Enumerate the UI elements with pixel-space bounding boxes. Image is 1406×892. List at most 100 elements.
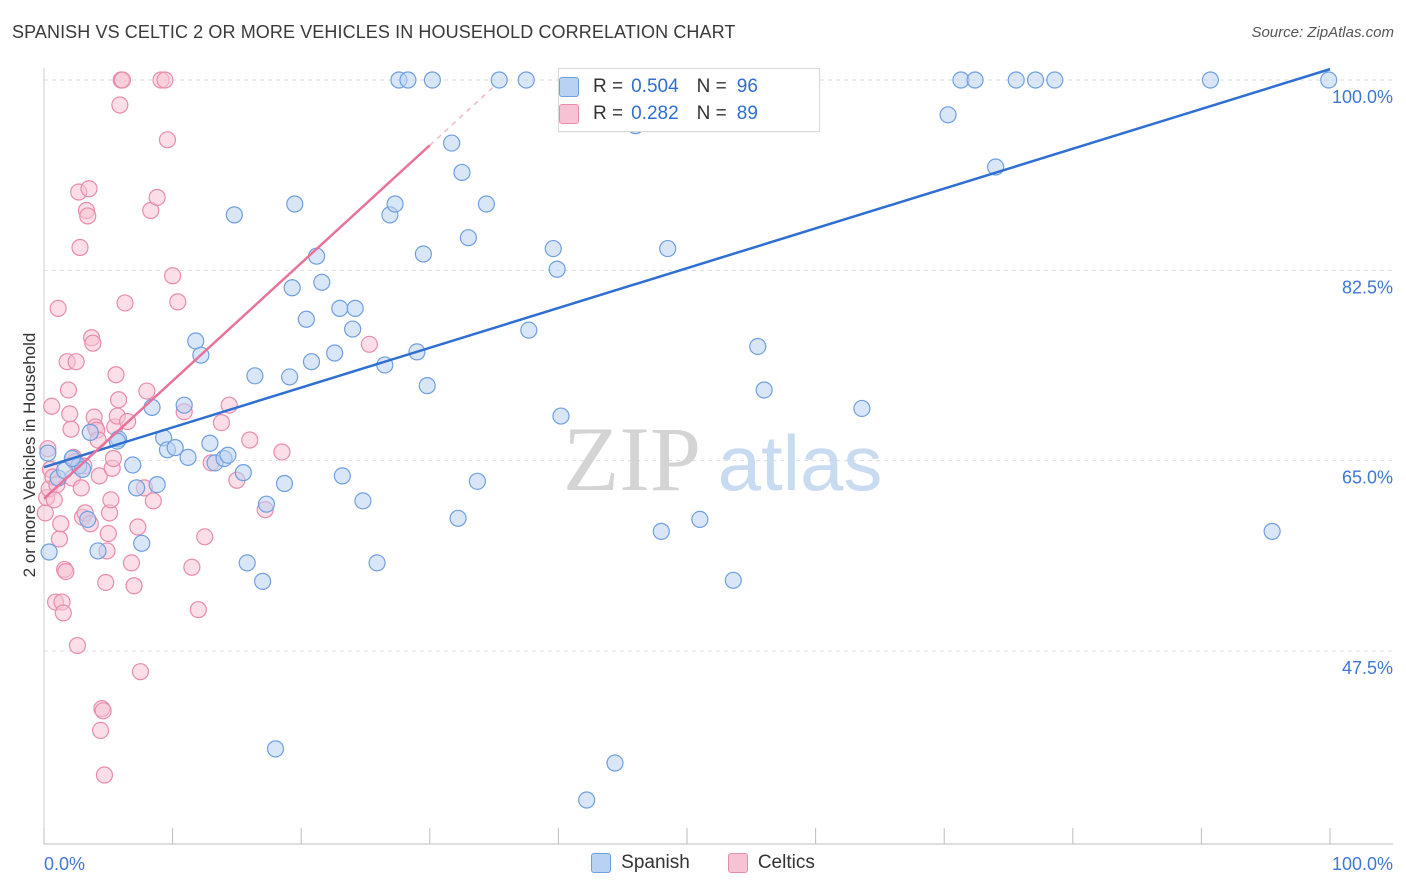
spanish-point-92 bbox=[1320, 71, 1338, 89]
spanish-point-68 bbox=[578, 791, 596, 809]
celtic-trend-line bbox=[43, 144, 431, 500]
legend-label-spanish: Spanish bbox=[621, 852, 690, 873]
x-tick-label-100: 100.0% bbox=[1332, 854, 1393, 874]
celtic-point-34 bbox=[80, 180, 98, 198]
celtic-point-58 bbox=[111, 96, 129, 114]
legend-swatch-celtic bbox=[727, 853, 748, 873]
celtic-point-80 bbox=[196, 528, 214, 546]
spanish-point-24 bbox=[219, 446, 237, 464]
celtic-point-53 bbox=[104, 449, 123, 468]
celtic-swatch bbox=[559, 104, 579, 124]
spanish-point-90 bbox=[1201, 71, 1220, 89]
spanish-point-53 bbox=[414, 245, 432, 263]
watermark-zip: ZIP bbox=[563, 408, 701, 510]
spanish-n-label: N = bbox=[696, 76, 727, 97]
celtic-point-19 bbox=[61, 405, 79, 423]
spanish-point-13 bbox=[148, 475, 166, 494]
trend-lines bbox=[43, 67, 1331, 500]
spanish-point-73 bbox=[691, 510, 709, 528]
spanish-point-0 bbox=[40, 543, 58, 561]
spanish-point-67 bbox=[552, 407, 570, 425]
stats-box: R = 0.504 N = 96 R = 0.282 N = 89 bbox=[558, 68, 820, 132]
y-tick-label-3: 47.5% bbox=[1342, 658, 1393, 678]
celtic-point-49 bbox=[99, 524, 117, 543]
celtic-r-label: R = bbox=[593, 103, 624, 124]
celtic-point-63 bbox=[122, 554, 141, 572]
spanish-point-39 bbox=[313, 273, 331, 291]
celtic-point-46 bbox=[95, 766, 114, 784]
celtic-point-88 bbox=[360, 335, 378, 353]
celtic-point-68 bbox=[138, 382, 156, 400]
spanish-point-4 bbox=[79, 510, 97, 528]
celtic-point-37 bbox=[84, 334, 102, 352]
legend: Spanish Celtics bbox=[0, 852, 1406, 874]
spanish-point-28 bbox=[246, 367, 264, 385]
spanish-point-64 bbox=[520, 321, 538, 339]
celtic-point-64 bbox=[125, 577, 143, 595]
spanish-point-88 bbox=[1026, 71, 1045, 89]
celtic-trend-extension bbox=[429, 85, 495, 146]
spanish-point-6 bbox=[81, 423, 99, 441]
legend-item-spanish[interactable]: Spanish bbox=[591, 852, 690, 874]
celtic-n-value: 89 bbox=[736, 103, 758, 124]
celtic-point-27 bbox=[71, 238, 89, 257]
celtic-point-10 bbox=[49, 299, 67, 317]
celtic-point-76 bbox=[169, 293, 187, 311]
spanish-point-40 bbox=[326, 344, 344, 362]
celtic-point-71 bbox=[148, 188, 166, 207]
spanish-point-42 bbox=[333, 467, 351, 485]
celtic-point-45 bbox=[94, 702, 112, 720]
celtic-point-51 bbox=[102, 491, 120, 509]
stat-row-spanish: R = 0.504 N = 96 bbox=[559, 74, 758, 100]
spanish-point-30 bbox=[257, 495, 276, 513]
spanish-point-31 bbox=[266, 740, 285, 758]
spanish-r-value: 0.504 bbox=[631, 76, 679, 97]
legend-label-celtic: Celtics bbox=[757, 852, 815, 873]
stat-row-celtic: R = 0.282 N = 89 bbox=[559, 101, 758, 127]
spanish-point-66 bbox=[548, 260, 566, 278]
celtic-point-73 bbox=[156, 71, 174, 89]
spanish-point-93 bbox=[39, 444, 57, 462]
spanish-point-12 bbox=[143, 398, 161, 416]
legend-item-celtic[interactable]: Celtics bbox=[727, 852, 815, 874]
spanish-point-82 bbox=[853, 399, 871, 418]
spanish-point-55 bbox=[423, 71, 441, 89]
y-tick-label-2: 65.0% bbox=[1342, 468, 1393, 488]
spanish-point-9 bbox=[124, 456, 142, 474]
spanish-point-85 bbox=[966, 71, 984, 89]
spanish-point-37 bbox=[302, 353, 321, 371]
spanish-point-79 bbox=[755, 381, 773, 399]
spanish-point-49 bbox=[386, 195, 404, 213]
watermark: ZIP atlas bbox=[563, 408, 882, 510]
celtic-point-66 bbox=[131, 663, 150, 681]
source-label: Source: ZipAtlas.com bbox=[1251, 24, 1394, 41]
spanish-point-69 bbox=[606, 754, 624, 772]
celtic-r-value: 0.282 bbox=[631, 103, 679, 124]
celtic-point-25 bbox=[68, 636, 87, 655]
spanish-point-57 bbox=[449, 509, 467, 527]
celtic-point-18 bbox=[59, 381, 78, 399]
spanish-point-34 bbox=[283, 279, 301, 297]
spanish-n-value: 96 bbox=[736, 76, 758, 97]
spanish-point-29 bbox=[254, 572, 272, 590]
spanish-points bbox=[39, 71, 1338, 809]
celtic-point-5 bbox=[43, 397, 61, 415]
spanish-point-78 bbox=[749, 337, 767, 356]
celtic-point-82 bbox=[212, 414, 231, 432]
spanish-point-71 bbox=[652, 522, 670, 540]
spanish-point-32 bbox=[275, 474, 294, 493]
spanish-point-54 bbox=[418, 377, 436, 395]
celtic-point-78 bbox=[183, 558, 201, 576]
spanish-point-26 bbox=[234, 464, 252, 482]
spanish-point-16 bbox=[166, 439, 184, 457]
celtic-point-61 bbox=[116, 294, 134, 312]
spanish-point-63 bbox=[517, 71, 535, 89]
celtic-n-label: N = bbox=[696, 103, 727, 124]
spanish-point-45 bbox=[354, 492, 372, 510]
celtic-point-43 bbox=[91, 721, 110, 739]
spanish-point-87 bbox=[1007, 71, 1025, 89]
celtic-point-24 bbox=[67, 353, 85, 371]
celtic-point-75 bbox=[164, 267, 182, 285]
celtic-point-42 bbox=[90, 467, 108, 485]
